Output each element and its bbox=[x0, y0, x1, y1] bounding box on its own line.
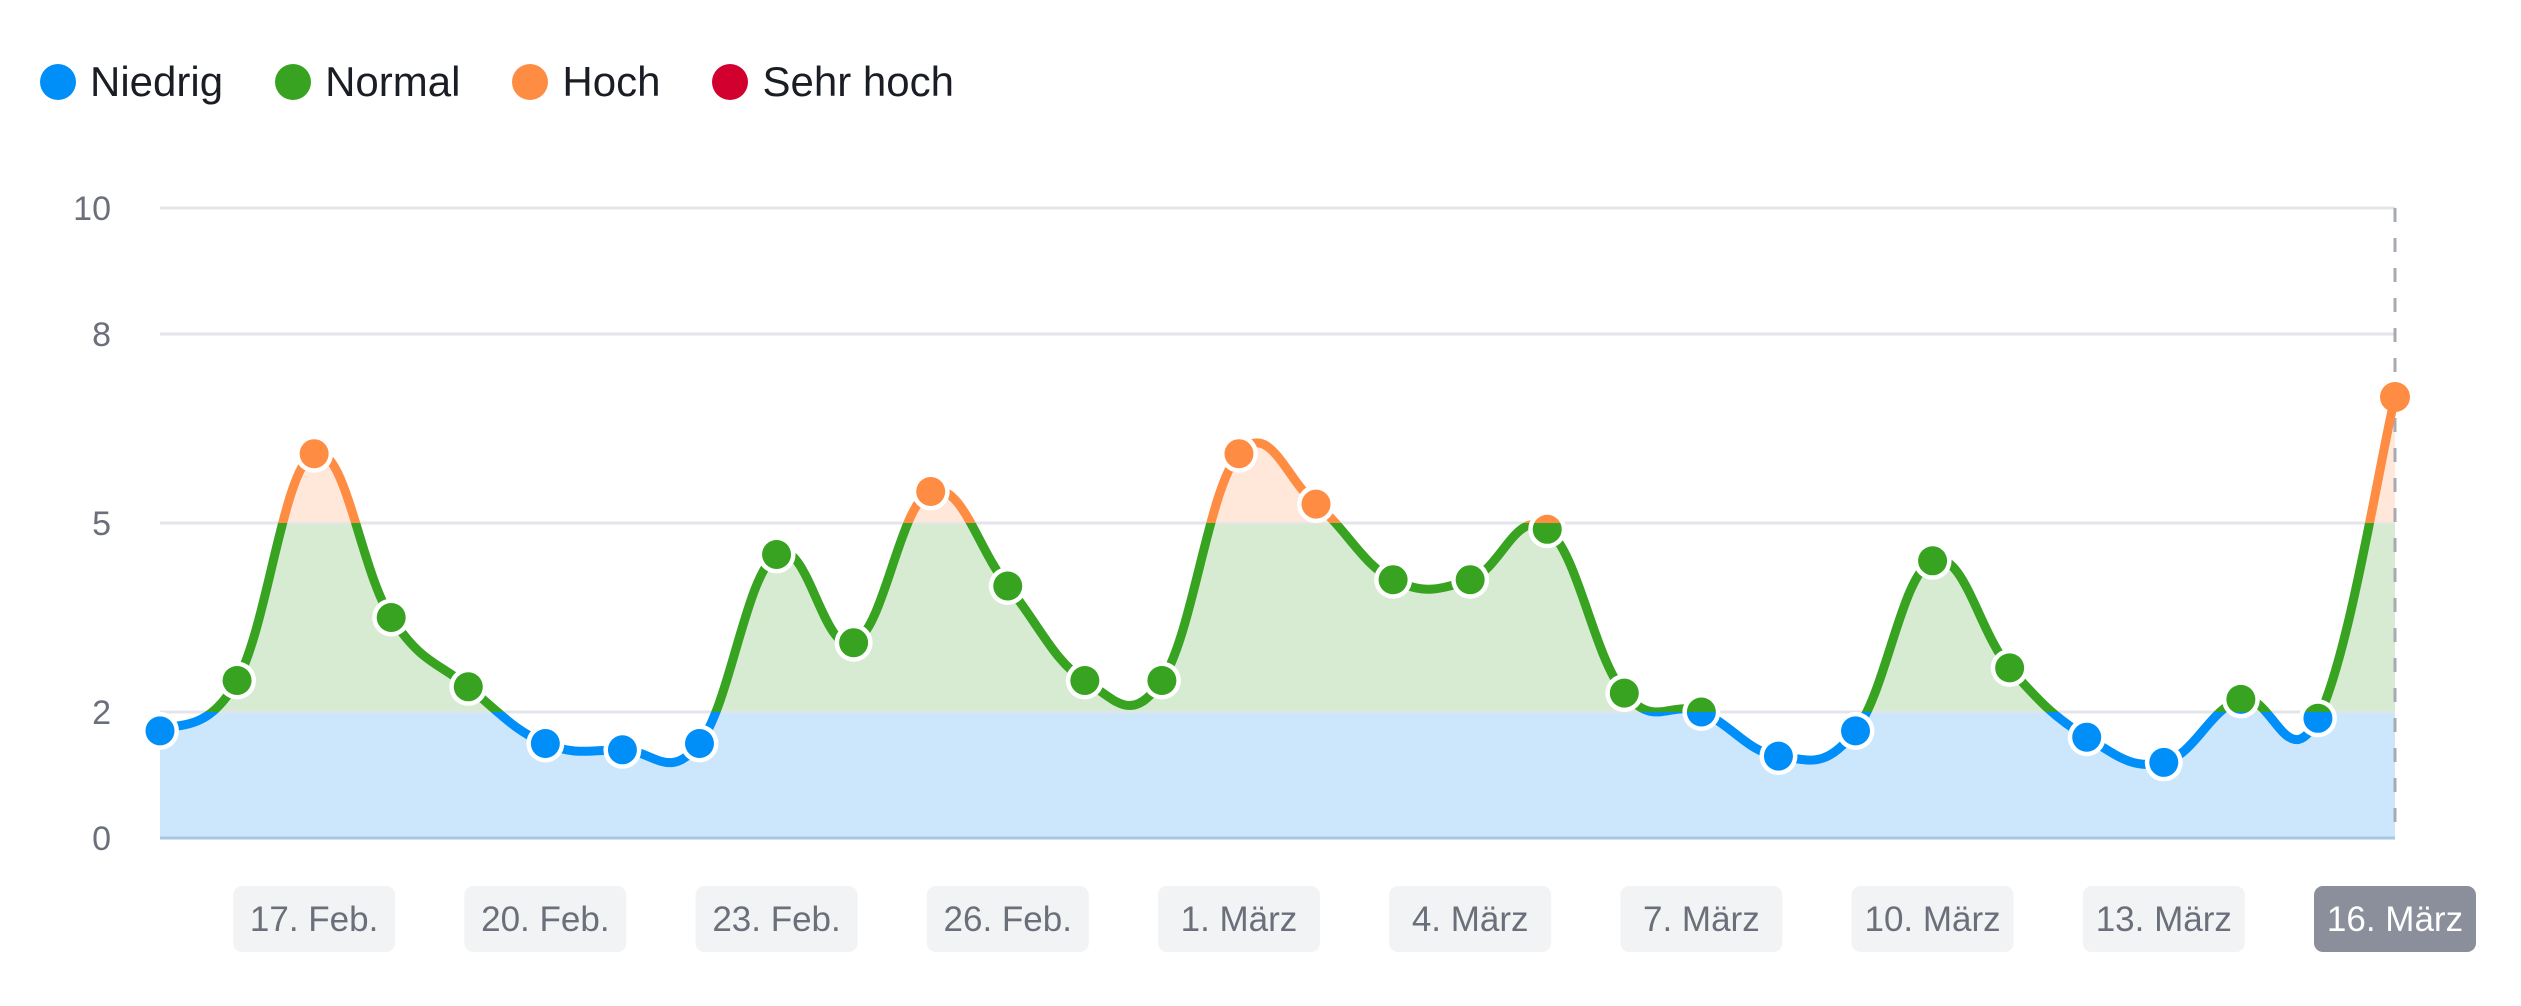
data-point-marker[interactable] bbox=[372, 598, 411, 637]
x-tick-label: 10. März bbox=[1851, 886, 2014, 952]
legend-item-normal[interactable]: Normal bbox=[275, 54, 460, 110]
svg-text:20. Feb.: 20. Feb. bbox=[481, 900, 609, 939]
chart-legend: Niedrig Normal Hoch Sehr hoch bbox=[40, 54, 1006, 110]
legend-item-sehr-hoch[interactable]: Sehr hoch bbox=[712, 54, 954, 110]
data-point-marker[interactable] bbox=[1990, 648, 2029, 687]
legend-label: Hoch bbox=[562, 58, 661, 105]
y-tick-label: 10 bbox=[73, 190, 111, 228]
svg-text:10. März: 10. März bbox=[1865, 900, 2001, 939]
y-tick-label: 5 bbox=[92, 505, 111, 543]
data-point-marker[interactable] bbox=[141, 711, 179, 750]
svg-text:4. März: 4. März bbox=[1412, 900, 1529, 939]
data-point-marker[interactable] bbox=[1605, 674, 1644, 713]
y-axis: 0 2 5 8 10 bbox=[73, 190, 111, 858]
svg-text:16. März: 16. März bbox=[2327, 900, 2463, 939]
svg-text:23. Feb.: 23. Feb. bbox=[712, 900, 840, 939]
data-point-marker[interactable] bbox=[1759, 737, 1798, 776]
data-point-marker[interactable] bbox=[1528, 510, 1567, 549]
data-point-marker[interactable] bbox=[1219, 434, 1258, 473]
legend-dot-icon bbox=[40, 64, 76, 100]
data-point-marker[interactable] bbox=[2380, 382, 2410, 412]
data-point-marker[interactable] bbox=[449, 667, 488, 706]
svg-text:26. Feb.: 26. Feb. bbox=[944, 900, 1072, 939]
data-point-marker[interactable] bbox=[911, 472, 950, 511]
data-point-marker[interactable] bbox=[2221, 680, 2260, 719]
legend-dot-icon bbox=[275, 64, 312, 100]
data-point-marker[interactable] bbox=[1297, 485, 1336, 524]
data-point-marker[interactable] bbox=[1451, 560, 1490, 599]
x-tick-label: 4. März bbox=[1389, 886, 1552, 952]
data-point-marker[interactable] bbox=[680, 724, 719, 763]
legend-item-niedrig[interactable]: Niedrig bbox=[40, 54, 223, 110]
data-point-marker[interactable] bbox=[1913, 541, 1952, 580]
x-tick-label: 13. März bbox=[2082, 886, 2245, 952]
data-point-marker[interactable] bbox=[218, 661, 257, 700]
data-point-marker[interactable] bbox=[757, 535, 796, 574]
data-point-marker[interactable] bbox=[1142, 661, 1181, 700]
data-point-marker[interactable] bbox=[1836, 711, 1875, 750]
data-point-marker[interactable] bbox=[1374, 560, 1413, 599]
y-tick-label: 2 bbox=[92, 694, 111, 732]
legend-label: Sehr hoch bbox=[762, 58, 954, 105]
x-tick-label: 20. Feb. bbox=[464, 886, 627, 952]
svg-text:1. März: 1. März bbox=[1181, 900, 1298, 939]
data-point-marker[interactable] bbox=[603, 730, 642, 769]
data-point-marker[interactable] bbox=[988, 567, 1027, 605]
zone-fill bbox=[160, 712, 2395, 838]
svg-text:17. Feb.: 17. Feb. bbox=[250, 900, 378, 939]
legend-label: Normal bbox=[325, 58, 461, 105]
y-tick-label: 0 bbox=[92, 820, 111, 858]
x-axis: 17. Feb. 20. Feb. 23. Feb. 26. Feb. 1. März 4… bbox=[233, 886, 2476, 952]
data-point-marker[interactable] bbox=[2144, 743, 2183, 782]
y-tick-label: 8 bbox=[92, 316, 111, 354]
data-markers bbox=[141, 382, 2410, 782]
data-point-marker[interactable] bbox=[1065, 661, 1104, 700]
x-tick-label: 23. Feb. bbox=[695, 886, 858, 952]
zone-fill bbox=[212, 523, 2395, 712]
x-tick-label: 7. März bbox=[1620, 886, 1783, 952]
data-point-marker[interactable] bbox=[526, 724, 565, 763]
svg-text:7. März: 7. März bbox=[1643, 900, 1760, 939]
legend-dot-icon bbox=[512, 64, 549, 100]
x-tick-label: 17. Feb. bbox=[233, 886, 396, 952]
data-point-marker[interactable] bbox=[834, 623, 873, 662]
legend-item-hoch[interactable]: Hoch bbox=[512, 54, 660, 110]
x-tick-label-active: 16. März bbox=[2314, 886, 2476, 952]
data-point-marker[interactable] bbox=[2067, 718, 2106, 757]
svg-text:13. März: 13. März bbox=[2096, 900, 2232, 939]
area-fills bbox=[160, 397, 2395, 838]
legend-dot-icon bbox=[712, 64, 749, 100]
x-tick-label: 1. März bbox=[1157, 886, 1320, 952]
data-point-marker[interactable] bbox=[2298, 699, 2337, 738]
data-point-marker[interactable] bbox=[295, 434, 334, 473]
legend-label: Niedrig bbox=[90, 58, 224, 105]
data-point-marker[interactable] bbox=[1682, 693, 1721, 731]
x-tick-label: 26. Feb. bbox=[926, 886, 1089, 952]
